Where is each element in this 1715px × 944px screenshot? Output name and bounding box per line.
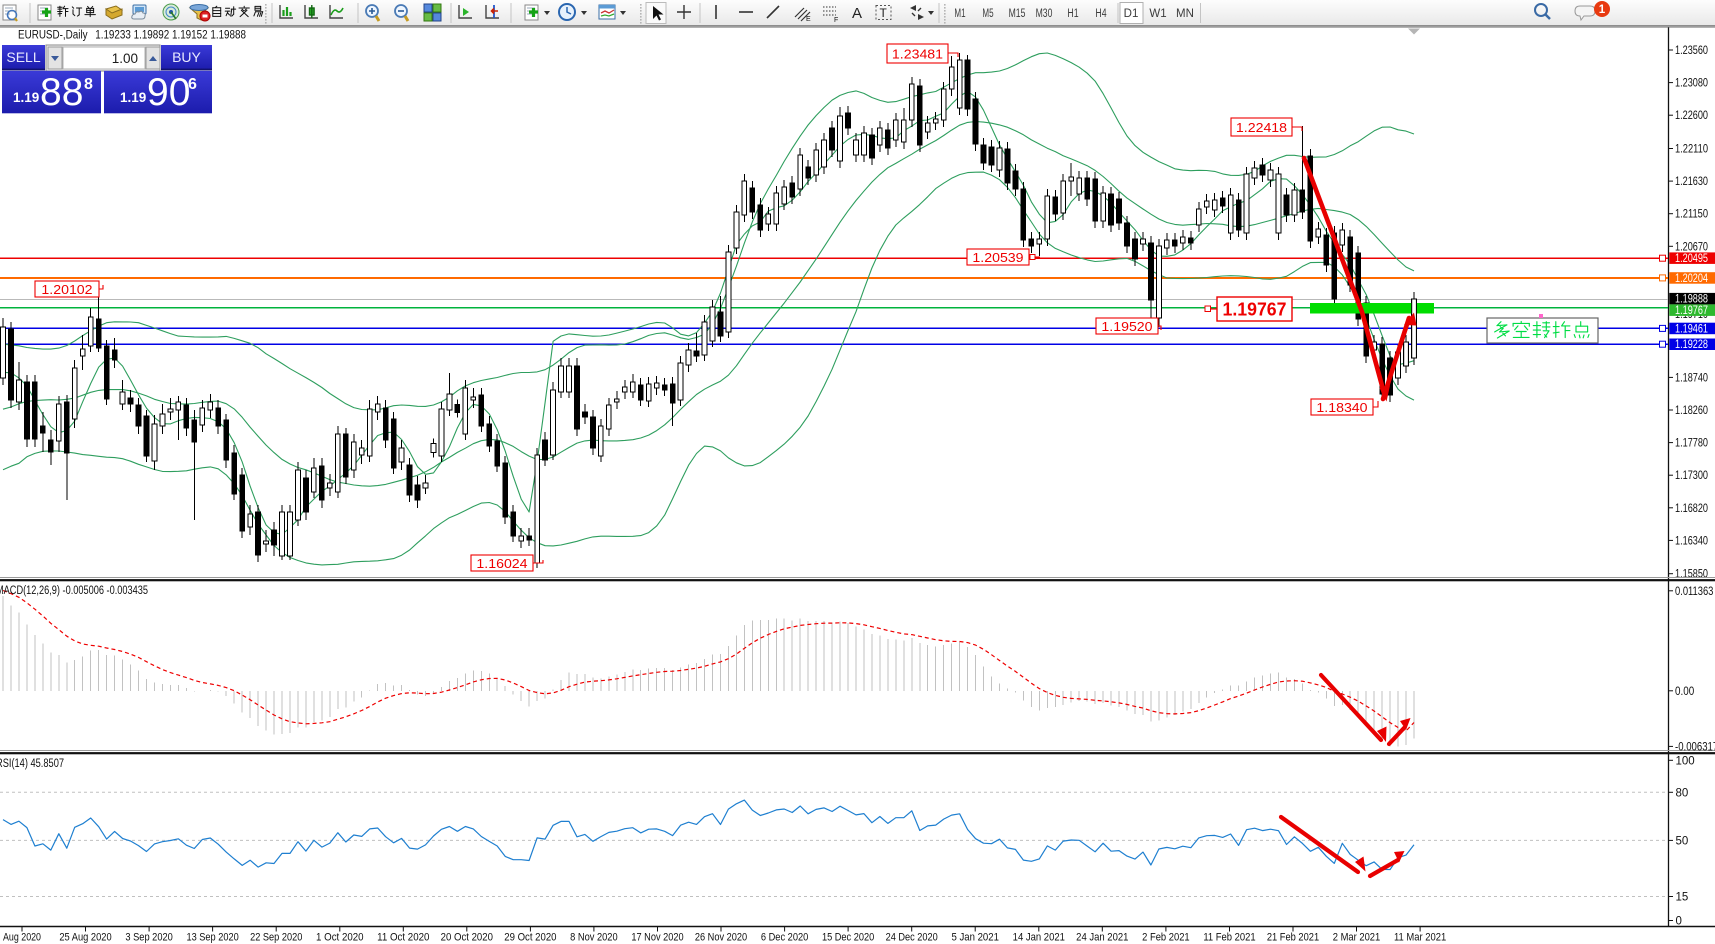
svg-text:11 Feb 2021: 11 Feb 2021 [1203, 932, 1255, 944]
svg-text:1.19: 1.19 [13, 90, 39, 105]
svg-text:1.18740: 1.18740 [1675, 372, 1708, 384]
svg-text:13 Sep 2020: 13 Sep 2020 [186, 932, 238, 944]
svg-text:M5: M5 [982, 8, 993, 20]
svg-text:1.20495: 1.20495 [1675, 253, 1708, 265]
svg-text:8: 8 [84, 76, 93, 93]
svg-text:0.00: 0.00 [1675, 686, 1694, 698]
svg-text:1.18260: 1.18260 [1675, 405, 1708, 417]
svg-text:0: 0 [1676, 916, 1682, 928]
svg-text:1.19767: 1.19767 [1223, 299, 1287, 320]
svg-text:M15: M15 [1009, 8, 1026, 20]
svg-text:A: A [852, 5, 862, 22]
svg-text:1.15850: 1.15850 [1675, 569, 1708, 581]
svg-text:1.22110: 1.22110 [1675, 144, 1708, 156]
svg-text:1.21150: 1.21150 [1675, 209, 1708, 221]
svg-text:Aug 2020: Aug 2020 [3, 932, 41, 944]
svg-text:0.011363: 0.011363 [1675, 586, 1713, 598]
svg-text:2 Feb 2021: 2 Feb 2021 [1142, 932, 1190, 944]
svg-text:26 Nov 2020: 26 Nov 2020 [695, 932, 747, 944]
svg-text:EURUSD-,Daily 1.19233 1.19892: EURUSD-,Daily 1.19233 1.19892 1.19152 1.… [18, 30, 246, 42]
svg-text:3 Sep 2020: 3 Sep 2020 [125, 932, 173, 944]
svg-text:1.19: 1.19 [120, 90, 146, 105]
svg-text:1.23560: 1.23560 [1675, 45, 1708, 57]
svg-text:1.23481: 1.23481 [892, 46, 943, 61]
svg-text:SELL: SELL [6, 49, 40, 65]
svg-text:15 Dec 2020: 15 Dec 2020 [822, 932, 874, 944]
svg-text:1.16820: 1.16820 [1675, 503, 1708, 515]
svg-text:H1: H1 [1067, 8, 1078, 20]
svg-text:1: 1 [1599, 4, 1606, 16]
svg-text:E: E [806, 16, 811, 23]
svg-text:1.17780: 1.17780 [1675, 438, 1708, 450]
svg-text:BUY: BUY [172, 49, 201, 65]
svg-text:M30: M30 [1036, 8, 1053, 20]
svg-text:1.21630: 1.21630 [1675, 176, 1708, 188]
svg-text:1.20539: 1.20539 [972, 250, 1023, 265]
svg-text:6: 6 [188, 76, 197, 93]
svg-text:1.19520: 1.19520 [1101, 319, 1152, 334]
svg-text:MN: MN [1176, 8, 1194, 20]
svg-text:11 Oct 2020: 11 Oct 2020 [377, 932, 429, 944]
svg-text:-0.006317: -0.006317 [1675, 741, 1715, 753]
svg-text:MACD(12,26,9) -0.005006 -0.003: MACD(12,26,9) -0.005006 -0.003435 [0, 585, 148, 597]
svg-text:1.00: 1.00 [112, 51, 138, 66]
svg-text:W1: W1 [1149, 8, 1166, 20]
svg-text:25 Aug 2020: 25 Aug 2020 [59, 932, 111, 944]
svg-text:1.17300: 1.17300 [1675, 470, 1708, 482]
svg-text:24 Dec 2020: 24 Dec 2020 [886, 932, 938, 944]
svg-text:RSI(14) 45.8507: RSI(14) 45.8507 [0, 758, 64, 770]
svg-text:100: 100 [1676, 755, 1695, 767]
svg-text:20 Oct 2020: 20 Oct 2020 [441, 932, 493, 944]
svg-text:1.20670: 1.20670 [1675, 241, 1708, 253]
svg-text:80: 80 [1676, 787, 1689, 799]
svg-text:8 Nov 2020: 8 Nov 2020 [570, 932, 618, 944]
svg-text:1.16340: 1.16340 [1675, 535, 1708, 547]
svg-text:90: 90 [147, 71, 190, 114]
svg-text:21 Feb 2021: 21 Feb 2021 [1267, 932, 1319, 944]
svg-text:15: 15 [1676, 892, 1689, 904]
svg-text:29 Oct 2020: 29 Oct 2020 [504, 932, 556, 944]
svg-text:1.16024: 1.16024 [476, 556, 527, 571]
svg-text:1.19228: 1.19228 [1675, 339, 1708, 351]
svg-text:1.20204: 1.20204 [1675, 273, 1708, 285]
svg-text:22 Sep 2020: 22 Sep 2020 [250, 932, 302, 944]
svg-text:D1: D1 [1124, 8, 1139, 20]
svg-text:H4: H4 [1095, 8, 1107, 20]
svg-text:1.22418: 1.22418 [1236, 120, 1287, 135]
svg-text:1.19767: 1.19767 [1675, 305, 1708, 317]
svg-text:11 Mar 2021: 11 Mar 2021 [1394, 932, 1446, 944]
svg-text:1.19888: 1.19888 [1675, 294, 1708, 306]
svg-text:24 Jan 2021: 24 Jan 2021 [1076, 932, 1128, 944]
svg-text:M1: M1 [954, 8, 965, 20]
svg-text:17 Nov 2020: 17 Nov 2020 [631, 932, 683, 944]
svg-text:14 Jan 2021: 14 Jan 2021 [1013, 932, 1065, 944]
svg-text:5 Jan 2021: 5 Jan 2021 [951, 932, 999, 944]
svg-text:1 Oct 2020: 1 Oct 2020 [316, 932, 364, 944]
svg-text:50: 50 [1676, 835, 1689, 847]
svg-text:1.18340: 1.18340 [1316, 400, 1367, 415]
svg-text:1.22600: 1.22600 [1675, 110, 1708, 122]
svg-text:2 Mar 2021: 2 Mar 2021 [1333, 932, 1381, 944]
svg-text:88: 88 [40, 71, 83, 114]
svg-text:F: F [834, 17, 838, 24]
svg-text:1.20102: 1.20102 [41, 282, 92, 297]
svg-text:6 Dec 2020: 6 Dec 2020 [761, 932, 809, 944]
svg-text:1.23080: 1.23080 [1675, 78, 1708, 90]
svg-text:T: T [880, 6, 888, 20]
svg-text:1.19461: 1.19461 [1675, 323, 1708, 335]
